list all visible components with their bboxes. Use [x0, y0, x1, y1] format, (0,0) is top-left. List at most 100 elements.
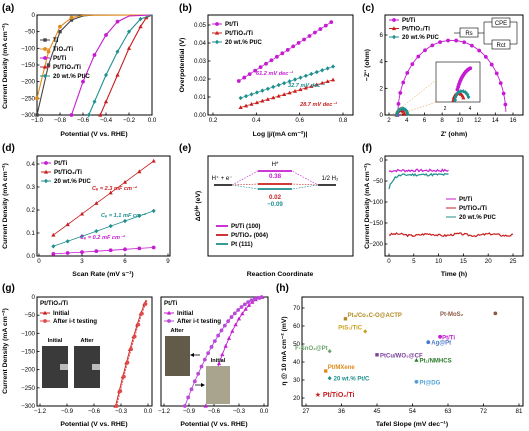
panel-a-legend-marker [43, 73, 47, 79]
panel-e-label: (e) [179, 143, 191, 154]
circuit-rs-label: Rs [465, 31, 472, 37]
label-half-h2: 1/2 H₂ [322, 176, 339, 182]
panel-b-slope-pt: 61.2 mV dec⁻¹ [256, 70, 293, 77]
panel-d-point [123, 247, 127, 252]
panel-h: (h) 27 36 45 54 63 72 81 20 30 40 50 60 70 Tafel Sl… [276, 283, 524, 428]
panel-f-legend-entry: Pt/Ti [459, 196, 473, 203]
panel-g-ylabel: Current Density (mA cm⁻²) [2, 308, 9, 394]
panel-g-left-point [132, 334, 137, 339]
panel-b-point [260, 88, 265, 93]
panel-h-point [327, 349, 332, 354]
panel-c-point [483, 55, 488, 59]
panel-g-right-axes [160, 296, 269, 407]
panel-g-left-xtick-label: −0.9 [61, 408, 74, 415]
panel-b-point [293, 77, 297, 82]
panel-a-point [98, 112, 103, 117]
panel-b-point [265, 86, 270, 91]
panel-a-point [103, 99, 109, 104]
panel-a-legend: Ti TiO₂/Ti Pt/Ti Pt/TiO₂/Ti 20 wt.% Pt/C [40, 37, 90, 80]
panel-h-ytick-label: 50 [293, 341, 300, 348]
panel-g-left-xtick-label: −1.2 [34, 408, 47, 415]
panel-g-label: (g) [2, 283, 15, 294]
panel-b-point [282, 92, 287, 97]
panel-d-xtick-label: 9 [166, 258, 170, 265]
panel-b-ytick-label: 0.04 [194, 40, 207, 47]
panel-g-right-point [202, 357, 207, 362]
panel-c-point [423, 48, 427, 53]
panel-c-data [394, 38, 508, 118]
panel-b-legend-entry: Pt/Ti [225, 21, 239, 28]
panel-d-xlabel: Scan Rate (mV s⁻¹) [72, 271, 133, 278]
panel-g-right-point [236, 316, 242, 321]
panel-h-xtick-label: 27 [303, 408, 310, 415]
panel-g-right-point [233, 322, 238, 327]
panel-f-ytick-label: −150 [369, 220, 383, 227]
panel-d-point [51, 232, 56, 237]
panel-a-ytick-label: 0 [32, 12, 36, 19]
circuit-rct-box [491, 39, 511, 50]
panel-c-point [402, 112, 407, 116]
panel-a-point [126, 46, 132, 50]
panel-d-point [108, 248, 113, 253]
panel-g-right-point [182, 404, 187, 408]
panel-d-ytick-label: 0.2 [26, 207, 35, 214]
panel-g: (g) −1.2 −0.9 −0.6 −0.3 0.0 −1.2 −0.9 −0.6 −0.3 0… [2, 283, 269, 428]
panel-c-xtick-label: 2 [387, 117, 391, 124]
panel-g-left-xlabel: Potential (V vs. RHE) [60, 421, 127, 428]
panel-g-right-point [212, 339, 217, 343]
panel-g-right-point [242, 302, 247, 307]
panel-b-point [325, 66, 330, 71]
panel-g-photos: Initial After After Initial [42, 328, 230, 404]
panel-c-point [396, 101, 401, 106]
panel-a-xtick-label: −0.2 [123, 117, 136, 124]
panel-b-point [271, 95, 276, 100]
panel-d-point [51, 244, 56, 249]
panel-f-label: (f) [362, 143, 372, 154]
inset-point [453, 97, 458, 103]
panel-f-xtick-label: 25 [510, 258, 517, 265]
panel-a-legend-marker [43, 56, 47, 60]
panel-f-ytick-label: −50 [373, 178, 384, 185]
panel-e-legend-entry: Pt/Ti (100) [231, 223, 260, 230]
panel-h-xtick-label: 72 [480, 408, 487, 415]
panel-e-ylabel: ΔGᴴ* (eV) [195, 191, 202, 222]
panel-a-point [115, 72, 120, 77]
panel-c-point [395, 110, 400, 116]
panel-g-xticks: −1.2 −0.9 −0.6 −0.3 0.0 −1.2 −0.9 −0.6 −0.3 0.0 [34, 403, 269, 415]
panel-c-xlabel: Z' (ohm) [441, 131, 468, 138]
panel-h-xlabel: Tafel Slope (mV dec⁻¹) [376, 421, 448, 428]
panel-a-legend-entry: Ti [53, 37, 59, 44]
panel-b-point [331, 64, 336, 69]
panel-b-point [243, 103, 249, 108]
inset-point [456, 90, 461, 95]
panel-a-point [92, 53, 97, 57]
panel-b-xtick-label: 0.8 [339, 117, 348, 124]
panel-d-point [137, 169, 142, 174]
panel-b-point [253, 68, 258, 73]
panel-g-ytick-label: −150 [21, 349, 35, 356]
panel-a-legend-entry: 20 wt.% Pt/C [53, 73, 90, 80]
panel-b-point [242, 75, 247, 80]
panel-g-right-xtick-label: 0.0 [260, 408, 269, 415]
panel-b-legend-marker [215, 22, 219, 26]
panel-g-left-point [143, 302, 148, 306]
panel-b-xticks: 0.2 0.4 0.6 0.8 [209, 112, 348, 124]
panel-b-point [236, 79, 241, 83]
panel-d-xticks: 0 3 6 9 [37, 253, 170, 265]
panel-c-point [401, 80, 406, 85]
panel-g-right-point [199, 364, 204, 369]
panel-f-xtick-label: 15 [460, 258, 467, 265]
label-hplus: H⁺ + e⁻ [212, 175, 233, 182]
panel-a-ytick-label: −200 [21, 79, 35, 86]
panel-c-point [398, 91, 403, 95]
panel-c-point [401, 106, 406, 111]
photo-left-after-label: After [80, 338, 94, 344]
panel-c-point [404, 108, 409, 113]
panel-g-left-point [136, 322, 141, 327]
panel-g-ytick-label: −100 [21, 330, 35, 337]
panel-b-point [274, 54, 279, 59]
panel-c-xtick-label: 10 [456, 117, 463, 124]
panel-a-point [69, 113, 74, 117]
panel-d-data [51, 158, 156, 256]
